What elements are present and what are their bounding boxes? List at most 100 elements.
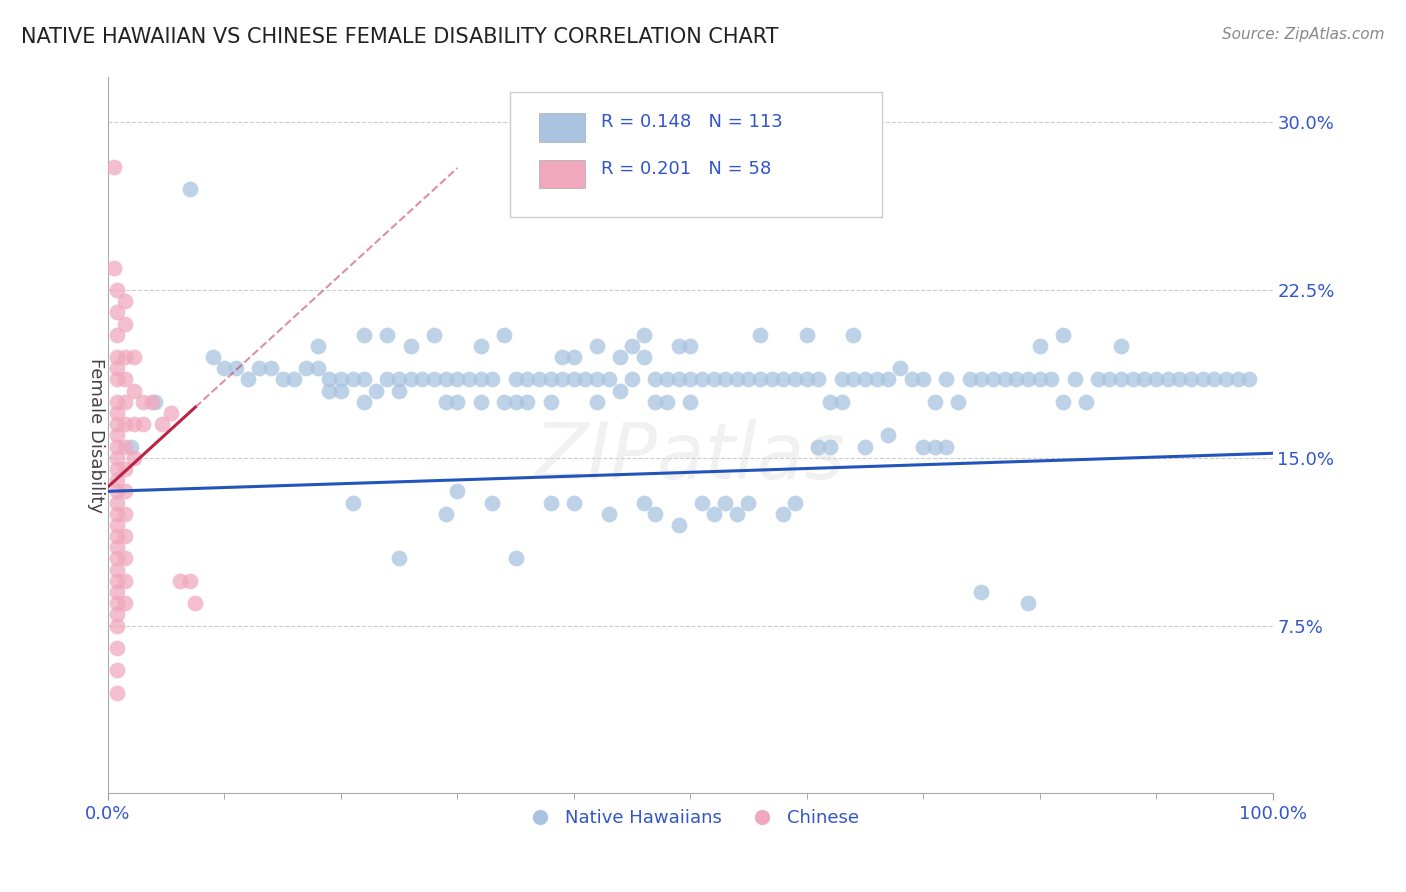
Point — [818, 394, 841, 409]
Point — [411, 372, 433, 386]
Point — [377, 372, 399, 386]
Point — [160, 406, 183, 420]
Point — [818, 440, 841, 454]
Point — [935, 372, 957, 386]
Point — [399, 372, 422, 386]
Point — [492, 327, 515, 342]
Point — [807, 372, 830, 386]
Point — [935, 440, 957, 454]
Point — [644, 394, 666, 409]
Point — [865, 372, 887, 386]
Point — [105, 529, 128, 543]
Point — [114, 462, 136, 476]
Point — [318, 372, 340, 386]
Point — [1226, 372, 1249, 386]
Point — [446, 372, 468, 386]
Point — [105, 440, 128, 454]
Point — [586, 372, 609, 386]
Point — [446, 484, 468, 499]
Point — [307, 339, 329, 353]
Point — [783, 372, 806, 386]
Point — [114, 294, 136, 309]
Point — [994, 372, 1017, 386]
Point — [105, 607, 128, 622]
Point — [150, 417, 173, 432]
Point — [853, 372, 876, 386]
Point — [105, 450, 128, 465]
Point — [633, 495, 655, 509]
Point — [105, 541, 128, 555]
Point — [329, 372, 352, 386]
Point — [679, 394, 702, 409]
Point — [703, 372, 725, 386]
Point — [481, 372, 503, 386]
Text: NATIVE HAWAIIAN VS CHINESE FEMALE DISABILITY CORRELATION CHART: NATIVE HAWAIIAN VS CHINESE FEMALE DISABI… — [21, 27, 779, 46]
Point — [105, 428, 128, 442]
Text: Source: ZipAtlas.com: Source: ZipAtlas.com — [1222, 27, 1385, 42]
Point — [1144, 372, 1167, 386]
Point — [114, 484, 136, 499]
Point — [143, 394, 166, 409]
Point — [609, 384, 631, 398]
Point — [842, 327, 865, 342]
Point — [141, 394, 163, 409]
Point — [260, 361, 283, 376]
Point — [1109, 339, 1132, 353]
Point — [598, 372, 620, 386]
Point — [434, 394, 457, 409]
Point — [912, 372, 935, 386]
Point — [214, 361, 236, 376]
Point — [505, 372, 527, 386]
Point — [492, 394, 515, 409]
Text: ZIPatlas: ZIPatlas — [534, 419, 845, 495]
Point — [105, 406, 128, 420]
Point — [179, 574, 201, 588]
Bar — [538, 160, 585, 188]
Point — [877, 372, 900, 386]
Point — [184, 596, 207, 610]
Point — [434, 507, 457, 521]
Point — [353, 394, 375, 409]
Point — [105, 372, 128, 386]
Point — [105, 350, 128, 364]
Point — [655, 394, 678, 409]
Point — [105, 462, 128, 476]
Point — [283, 372, 305, 386]
Point — [1005, 372, 1028, 386]
Point — [772, 372, 794, 386]
Point — [1191, 372, 1213, 386]
Point — [749, 327, 772, 342]
Point — [132, 394, 155, 409]
Point — [761, 372, 783, 386]
Point — [114, 529, 136, 543]
Point — [120, 440, 142, 454]
Point — [247, 361, 270, 376]
Point — [1017, 372, 1039, 386]
Point — [1168, 372, 1191, 386]
Point — [105, 305, 128, 319]
Point — [114, 350, 136, 364]
Point — [562, 350, 585, 364]
Point — [540, 394, 562, 409]
Point — [959, 372, 981, 386]
Point — [516, 394, 538, 409]
Point — [364, 384, 387, 398]
Point — [114, 440, 136, 454]
Point — [924, 394, 946, 409]
Point — [399, 339, 422, 353]
Point — [842, 372, 865, 386]
Point — [105, 663, 128, 677]
Point — [105, 585, 128, 599]
Point — [122, 350, 145, 364]
Point — [377, 327, 399, 342]
Point — [105, 327, 128, 342]
Point — [946, 394, 969, 409]
Point — [470, 372, 492, 386]
Point — [551, 350, 574, 364]
Point — [114, 394, 136, 409]
Point — [114, 596, 136, 610]
Point — [1017, 596, 1039, 610]
Point — [703, 194, 725, 208]
Point — [114, 507, 136, 521]
Point — [423, 327, 446, 342]
